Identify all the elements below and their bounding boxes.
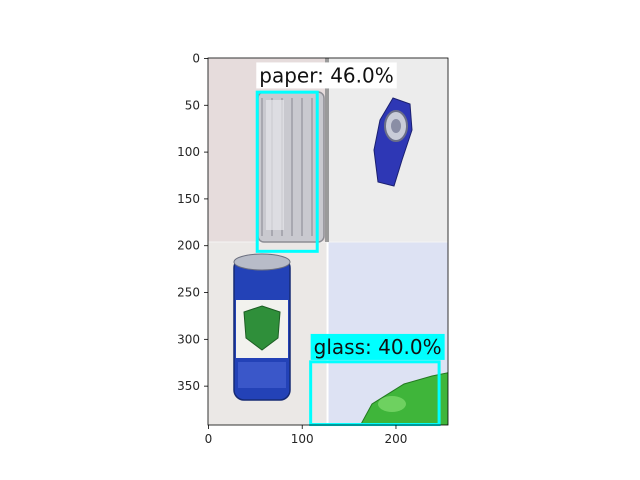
tomato-can-emblem <box>243 305 281 351</box>
green-bottle-body <box>359 372 448 425</box>
tomato-can-band <box>238 362 286 388</box>
green-bottle-highlight <box>378 396 406 412</box>
y-tick-label: 0 <box>192 51 200 65</box>
tomato-can-lid <box>233 253 291 271</box>
y-tick-label: 300 <box>177 332 200 346</box>
detections-layer: paper: 46.0% glass: 40.0% <box>255 62 445 427</box>
tomato-can-illustration <box>233 253 291 401</box>
detection-box-glass <box>309 360 441 427</box>
y-tick-label: 250 <box>177 286 200 300</box>
y-tick-label: 50 <box>185 98 200 112</box>
y-tick-label: 350 <box>177 379 200 393</box>
tile-dark-edge <box>325 58 329 242</box>
detection-label-paper: paper: 46.0% <box>259 63 393 87</box>
detection-glass: glass: 40.0% <box>309 333 445 427</box>
axes-layer: 0 100 200 0 50 100 150 200 250 300 350 <box>177 51 449 446</box>
crushed-can-tab <box>391 119 401 133</box>
crushed-can-illustration <box>373 97 413 187</box>
x-tick-label: 200 <box>385 432 408 446</box>
detection-paper: paper: 46.0% <box>255 62 397 253</box>
axes-frame <box>207 57 449 426</box>
y-tick-label: 150 <box>177 192 200 206</box>
x-tick-label: 100 <box>291 432 314 446</box>
y-tick-label: 100 <box>177 145 200 159</box>
detection-label-bg-paper <box>256 62 397 89</box>
detection-label-glass: glass: 40.0% <box>314 335 442 359</box>
detection-label-bg-glass <box>310 333 445 360</box>
detection-box-paper <box>255 90 319 253</box>
container-highlight <box>266 100 284 230</box>
green-bottle-illustration <box>359 372 448 425</box>
plastic-container-illustration <box>257 91 325 243</box>
x-tick-label: 0 <box>205 432 213 446</box>
y-tick-label: 200 <box>177 239 200 253</box>
objects-layer <box>233 91 448 425</box>
